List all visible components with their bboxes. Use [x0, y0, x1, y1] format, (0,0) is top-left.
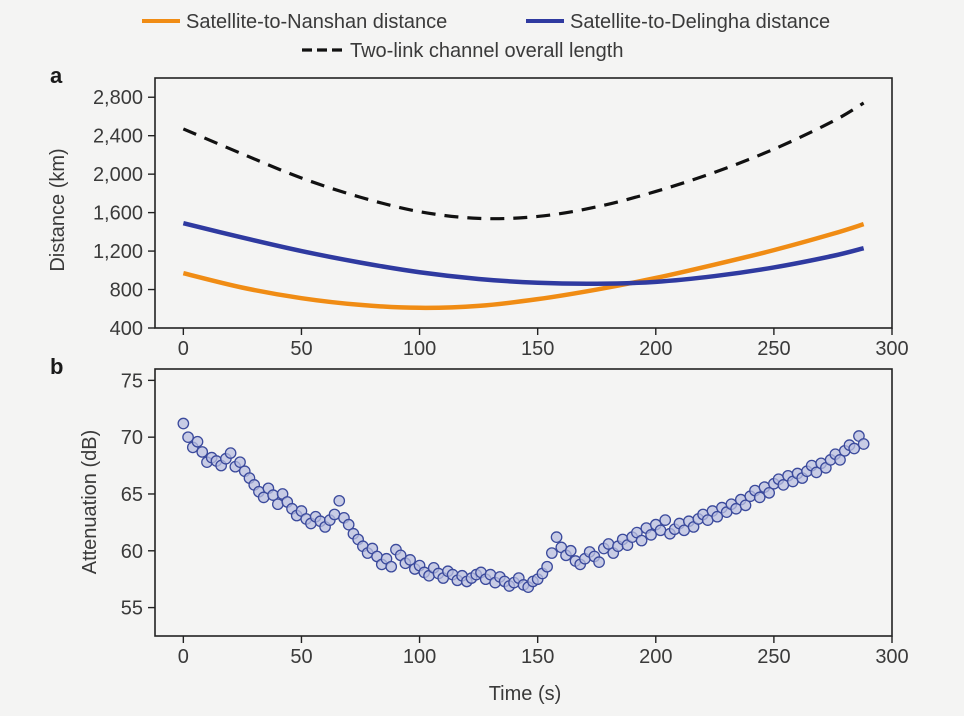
x-tick-label: 50: [290, 646, 312, 668]
x-tick-label: 0: [178, 646, 189, 668]
x-tick-label: 250: [757, 338, 790, 360]
data-point: [593, 556, 605, 568]
y-tick-label: 800: [110, 280, 143, 302]
x-tick-label: 150: [521, 338, 554, 360]
legend-label-nanshan: Satellite-to-Nanshan distance: [186, 11, 447, 33]
panel-b-xlabel: Time (s): [489, 683, 562, 705]
data-point: [659, 514, 672, 526]
legend: Satellite-to-Nanshan distance Satellite-…: [142, 11, 830, 62]
data-point: [834, 454, 846, 466]
data-point: [333, 494, 346, 507]
data-point: [404, 554, 416, 566]
data-point: [753, 491, 766, 504]
data-point: [550, 531, 563, 544]
y-tick-label: 60: [121, 541, 143, 563]
y-tick-label: 2,800: [93, 87, 143, 109]
y-tick-label: 70: [121, 427, 143, 449]
x-tick-label: 100: [403, 646, 436, 668]
data-point: [810, 466, 823, 479]
x-tick-label: 50: [290, 338, 312, 360]
data-point: [234, 456, 246, 469]
data-point: [182, 431, 194, 444]
panel-a-frame: [154, 77, 893, 329]
data-point: [711, 510, 724, 523]
data-point: [848, 442, 861, 455]
y-tick-label: 1,600: [93, 203, 143, 225]
data-point: [564, 544, 577, 557]
x-tick-label: 200: [639, 646, 672, 668]
panel-a-letter: a: [50, 63, 63, 88]
data-point: [739, 499, 752, 512]
x-tick-label: 100: [403, 338, 436, 360]
x-tick-label: 150: [521, 646, 554, 668]
panel-b-points: [177, 417, 870, 593]
panel-a-ylabel: Distance (km): [47, 148, 69, 271]
data-point: [177, 417, 190, 430]
panel-b-ticks: 0 50 100 150 200 250 300 55 60 65 70 75: [121, 370, 909, 668]
x-tick-label: 300: [875, 646, 908, 668]
data-point: [224, 447, 237, 459]
x-tick-label: 200: [639, 338, 672, 360]
series-line-2: [182, 101, 865, 221]
legend-label-total: Two-link channel overall length: [350, 40, 624, 62]
panel-a-ticks: 0 50 100 150 200 250 300 400 800 1,200 1,600 2,000 2…: [93, 87, 909, 360]
data-point: [385, 560, 398, 573]
legend-label-delingha: Satellite-to-Delingha distance: [570, 11, 830, 33]
data-point: [541, 560, 553, 573]
y-tick-label: 1,200: [93, 241, 143, 263]
x-tick-label: 0: [178, 338, 189, 360]
y-tick-label: 2,000: [93, 164, 143, 186]
y-tick-label: 55: [121, 598, 143, 620]
panel-b-chart: b 0 50 100 150 200 250 300 55 60 65 70 75 Attenuati…: [50, 354, 909, 705]
x-tick-label: 250: [757, 646, 790, 668]
panel-b-ylabel: Attenuation (dB): [79, 430, 101, 575]
panel-b-frame: [154, 368, 893, 637]
data-point: [857, 438, 870, 450]
panel-b-letter: b: [50, 354, 63, 379]
data-point: [271, 498, 284, 511]
data-point: [545, 547, 558, 559]
y-tick-label: 75: [121, 370, 143, 392]
data-point: [635, 534, 648, 547]
y-tick-label: 400: [110, 318, 143, 340]
panel-a-chart: a 0 50 100 150 200 250 300 400 800 1,200 1,600 2,00…: [47, 63, 909, 360]
panel-a-series: [182, 101, 865, 311]
data-point: [196, 446, 209, 458]
y-tick-label: 65: [121, 484, 143, 506]
x-tick-label: 300: [875, 338, 908, 360]
data-point: [645, 529, 657, 541]
series-line-1: [182, 221, 865, 287]
data-point: [191, 435, 204, 448]
data-point: [763, 486, 776, 499]
series-line-0: [182, 222, 865, 311]
y-tick-label: 2,400: [93, 126, 143, 148]
data-point: [342, 518, 355, 531]
